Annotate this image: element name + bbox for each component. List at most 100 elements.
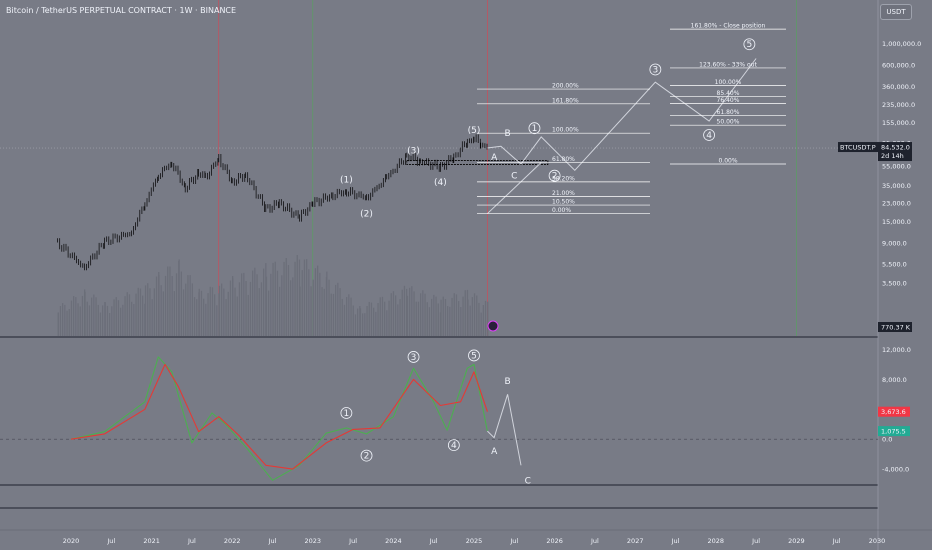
volume-bar	[435, 296, 437, 336]
volume-bar	[294, 261, 296, 336]
fib-level-label: 85.40%	[717, 90, 740, 97]
volume-bar	[390, 293, 392, 336]
volume-bar	[467, 299, 469, 336]
volume-bar	[442, 296, 444, 336]
volume-bar	[149, 288, 151, 336]
volume-bar	[433, 294, 435, 336]
fib-level-label: 0.00%	[552, 207, 571, 214]
time-axis-tick: Jul	[751, 537, 760, 545]
volume-bar	[306, 259, 308, 336]
volume-bar	[191, 283, 193, 336]
volume-bar	[86, 301, 88, 336]
wave-label: (2)	[360, 210, 373, 220]
wave-label: (4)	[434, 178, 447, 188]
volume-bar	[171, 276, 173, 336]
volume-bar	[413, 291, 415, 336]
volume-bar	[260, 282, 263, 336]
volume-bar	[283, 261, 285, 336]
volume-bar	[447, 306, 449, 336]
volume-bar	[460, 307, 462, 336]
volume-bar	[169, 266, 171, 336]
time-axis-tick: 2026	[546, 537, 563, 545]
volume-bar	[252, 270, 254, 336]
volume-bar	[411, 286, 413, 336]
wave-label: A	[491, 447, 498, 457]
volume-bar	[319, 272, 321, 336]
volume-bar	[462, 296, 464, 336]
volume-bar	[196, 299, 198, 336]
time-axis-tick: 2028	[708, 537, 725, 545]
volume-bar	[142, 295, 144, 336]
volume-bar	[102, 305, 104, 336]
oscillator-series-line	[70, 363, 488, 470]
volume-bar	[81, 295, 84, 336]
volume-bar	[326, 271, 328, 336]
volume-bar	[296, 255, 298, 336]
time-axis-tick: Jul	[429, 537, 438, 545]
price-axis-tick: 5,500.0	[882, 260, 907, 268]
volume-bar	[200, 290, 203, 336]
volume-bar	[303, 259, 306, 336]
time-axis-tick: 2023	[305, 537, 322, 545]
time-axis-tick: Jul	[590, 537, 599, 545]
wave-projection	[487, 58, 757, 172]
volume-bar	[193, 297, 196, 336]
last-price-badge	[878, 142, 912, 162]
wave-label: 2	[364, 452, 370, 462]
volume-bar	[120, 307, 122, 336]
volume-bar	[162, 291, 164, 336]
volume-bar	[180, 271, 182, 336]
volume-bar	[128, 294, 131, 336]
volume-bar	[437, 303, 439, 336]
volume-bar	[57, 312, 59, 336]
volume-bar	[126, 292, 128, 336]
time-axis-tick: 2029	[788, 537, 805, 545]
wave-label: 5	[747, 40, 753, 50]
volume-bar	[175, 273, 178, 336]
wave-label: 4	[706, 131, 712, 141]
volume-bar	[133, 304, 135, 336]
fib-level-label: 161.80% - Close position	[691, 23, 766, 30]
volume-bar	[409, 287, 411, 336]
wave-label: 4	[451, 441, 457, 451]
volume-bar	[234, 287, 236, 336]
volume-bar	[478, 302, 480, 336]
volume-bar	[232, 278, 234, 336]
volume-bar	[263, 268, 265, 336]
volume-bar	[279, 286, 281, 336]
volume-bar	[223, 288, 225, 336]
volume-bar	[247, 294, 249, 336]
volume-bar	[207, 293, 209, 336]
wave-label: 1	[532, 124, 538, 134]
volume-bar	[379, 297, 381, 336]
volume-bar	[111, 306, 113, 336]
time-axis-tick: 2020	[63, 537, 80, 545]
volume-bar	[216, 305, 218, 336]
volume-bar	[155, 276, 158, 336]
volume-bar	[431, 298, 433, 336]
volume-bar	[270, 273, 272, 336]
volume-bar	[290, 280, 292, 336]
volume-bar	[115, 297, 117, 336]
event-flash-icon[interactable]	[487, 320, 499, 332]
volume-bar	[417, 301, 420, 336]
time-axis-tick: Jul	[671, 537, 680, 545]
volume-bar	[440, 299, 442, 336]
volume-bar	[139, 288, 142, 336]
volume-bar	[420, 293, 422, 336]
volume-bar	[348, 294, 350, 336]
volume-bar	[308, 269, 310, 336]
currency-unit-button[interactable]: USDT	[880, 4, 912, 20]
volume-bar	[482, 305, 484, 336]
volume-bar	[106, 305, 109, 336]
volume-bar	[214, 294, 216, 336]
chart-title: Bitcoin / TetherUS PERPETUAL CONTRACT · …	[6, 6, 237, 15]
volume-bar	[258, 288, 260, 336]
volume-bar	[397, 304, 399, 336]
wave-label-circle	[468, 349, 480, 362]
oscillator-value-text: 1,075.5	[881, 428, 906, 436]
volume-bar	[131, 301, 133, 336]
volume-bar	[451, 297, 453, 336]
volume-bar	[73, 296, 75, 336]
